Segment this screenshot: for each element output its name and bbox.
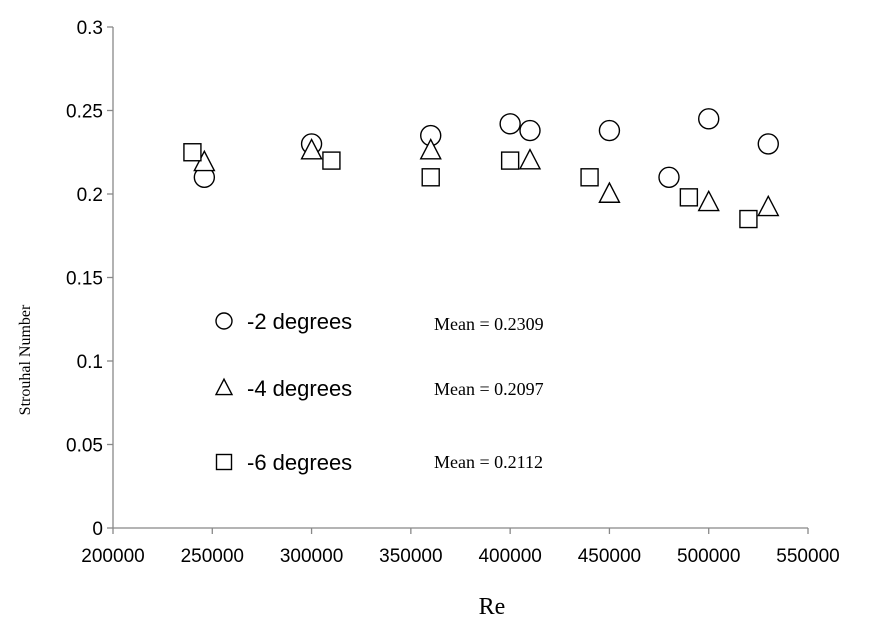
- circle-data-point: [658, 166, 680, 189]
- square-data-point: [322, 151, 341, 170]
- y-tick-label: 0.3: [77, 18, 103, 39]
- y-tick-label: 0: [92, 519, 103, 540]
- y-tick-label: 0.05: [66, 436, 103, 457]
- triangle-data-point: [419, 138, 442, 160]
- x-tick-label: 200000: [81, 546, 144, 567]
- triangle-data-point: [757, 194, 780, 217]
- legend: -2 degrees Mean = 0.2309 -4 degrees Mean = …: [214, 309, 544, 475]
- x-axis-ticks: 200000 250000 300000 350000 400000 450000 5000…: [81, 528, 840, 567]
- square-data-point: [421, 168, 440, 187]
- x-axis-title: Re: [479, 594, 506, 619]
- circle-data-point: [519, 119, 541, 142]
- square-data-point: [183, 143, 202, 162]
- x-tick-label: 550000: [776, 546, 839, 567]
- legend-triangle-symbol: [214, 377, 234, 396]
- circle-data-point: [698, 108, 720, 130]
- y-tick-label: 0.2: [77, 185, 103, 206]
- legend-circle-symbol: [215, 312, 233, 330]
- triangle-data-point: [598, 181, 621, 203]
- y-axis-ticks: 0 0.05 0.1 0.15 0.2 0.25 0.3: [66, 18, 113, 540]
- mean-annotation: Mean = 0.2097: [434, 379, 544, 399]
- legend-label: -6 degrees: [247, 450, 352, 475]
- mean-annotation: Mean = 0.2309: [434, 314, 544, 334]
- mean-annotation: Mean = 0.2112: [434, 452, 543, 472]
- y-axis-title: Strouhal Number: [17, 304, 34, 415]
- y-tick-label: 0.25: [66, 102, 103, 123]
- x-tick-label: 450000: [578, 546, 641, 567]
- data-points: [183, 108, 780, 229]
- triangle-data-point: [697, 189, 720, 212]
- square-data-point: [500, 151, 520, 170]
- triangle-data-point: [518, 148, 542, 170]
- legend-label: -4 degrees: [247, 376, 352, 401]
- y-tick-label: 0.1: [77, 352, 103, 373]
- x-tick-label: 250000: [181, 546, 244, 567]
- x-tick-label: 300000: [280, 546, 343, 567]
- circle-data-point: [757, 133, 779, 155]
- triangle-data-point: [300, 138, 323, 160]
- square-data-point: [580, 168, 599, 187]
- legend-square-symbol: [215, 453, 233, 471]
- y-tick-label: 0.15: [66, 269, 103, 290]
- legend-label: -2 degrees: [247, 309, 352, 334]
- circle-data-point: [598, 119, 621, 142]
- square-data-point: [679, 188, 699, 207]
- square-data-point: [739, 209, 758, 229]
- circle-data-point: [499, 113, 521, 135]
- x-tick-label: 400000: [478, 546, 541, 567]
- x-tick-label: 500000: [677, 546, 740, 567]
- x-tick-label: 350000: [379, 546, 442, 567]
